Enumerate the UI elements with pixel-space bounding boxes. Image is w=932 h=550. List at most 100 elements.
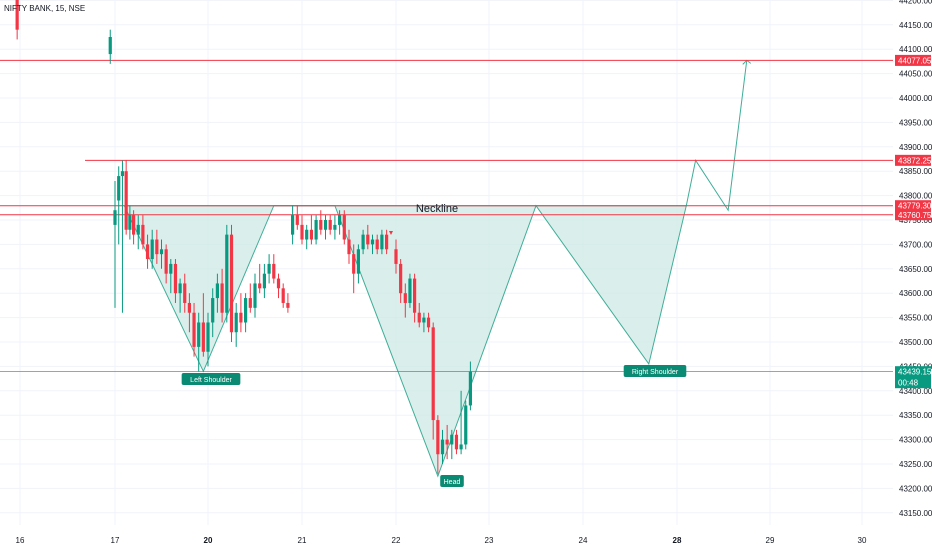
candle: [347, 229, 351, 264]
candle: [145, 234, 150, 269]
head-label[interactable]: Head: [440, 475, 464, 487]
candle: [385, 229, 389, 255]
price-axis[interactable]: 43150.00 43200.00 43250.00 43300.00 43350.00…: [893, 0, 932, 550]
candle-body: [173, 263, 178, 294]
candle-body: [464, 405, 468, 445]
price-tag-4[interactable]: 43439.15 00:48: [895, 366, 932, 389]
price-tag-2[interactable]: 43779.30: [895, 200, 932, 212]
head-label-text: Head: [444, 479, 461, 486]
candle-body: [272, 263, 276, 279]
candle: [155, 229, 159, 264]
candle-body: [370, 239, 375, 245]
right-shoulder-label-bg: [623, 365, 687, 377]
candle: [164, 244, 168, 284]
symbol-title: NIFTY BANK, 15, NSE: [4, 4, 86, 13]
candle: [244, 293, 248, 333]
candle-body: [113, 210, 117, 225]
candle: [159, 239, 164, 269]
candle-body: [197, 322, 201, 347]
y-tick-label: 43150.00: [899, 509, 932, 518]
x-tick-label: 17: [111, 536, 120, 545]
x-tick-label: 21: [298, 536, 307, 545]
candle-body: [215, 283, 219, 299]
candle-body: [445, 439, 449, 445]
candle: [319, 210, 323, 235]
candle: [258, 263, 262, 294]
price-tag-1[interactable]: 43872.25: [895, 154, 932, 166]
candle: [206, 312, 210, 367]
price-tag-bg: [895, 154, 931, 166]
candle-body: [333, 224, 337, 230]
candle: [352, 244, 356, 294]
candle-body: [375, 239, 379, 250]
right-shoulder-label[interactable]: Right Shoulder: [623, 365, 687, 377]
candle: [286, 293, 290, 313]
price-tag-3[interactable]: 43760.75: [895, 209, 932, 221]
x-tick-label: 16: [16, 536, 25, 545]
y-tick-label: 44150.00: [899, 21, 932, 30]
candle: [183, 273, 187, 313]
candle: [225, 224, 229, 323]
x-tick-label: 24: [579, 536, 588, 545]
candle-body: [426, 317, 431, 328]
candle: [370, 234, 375, 255]
candle: [150, 229, 154, 269]
candle-body: [440, 439, 445, 455]
candle: [234, 302, 238, 347]
y-tick-label: 43200.00: [899, 484, 932, 493]
candle-body: [258, 283, 262, 289]
candle-body: [248, 298, 252, 308]
candle-body: [108, 37, 112, 55]
left-shoulder-label[interactable]: Left Shoulder: [181, 373, 241, 385]
candle-body: [201, 322, 205, 352]
y-tick-label: 43350.00: [899, 411, 932, 420]
candle-body: [454, 434, 459, 450]
candle-body: [150, 239, 154, 260]
y-tick-label: 43850.00: [899, 167, 932, 176]
y-tick-label: 43500.00: [899, 338, 932, 347]
candle: [333, 215, 337, 240]
candle: [366, 224, 370, 250]
candle-body: [276, 278, 281, 289]
candle: [229, 224, 234, 342]
candle: [253, 273, 257, 318]
signal-marker: [389, 231, 393, 235]
candle-body: [450, 434, 454, 445]
candle-body: [145, 244, 150, 260]
head-label-bg: [440, 475, 464, 487]
candle: [356, 244, 360, 284]
candle-body: [295, 215, 299, 225]
candle: [440, 429, 445, 464]
candles: [15, 0, 472, 474]
candle: [417, 302, 421, 328]
candle-body: [159, 249, 164, 255]
candle: [408, 273, 412, 308]
candle-body: [169, 263, 173, 274]
price-tag-0[interactable]: 44077.05: [895, 54, 932, 66]
candle: [328, 215, 332, 235]
candle: [262, 263, 266, 299]
candle-body: [380, 234, 384, 250]
candle: [192, 302, 196, 357]
candle: [215, 273, 219, 313]
price-tag-text: 44077.05: [898, 56, 932, 65]
candle-body: [468, 371, 472, 406]
candle-body: [244, 298, 248, 323]
y-tick-label: 44200.00: [899, 0, 932, 5]
candle-body: [403, 293, 407, 303]
candle: [422, 312, 426, 333]
y-tick-label: 43250.00: [899, 460, 932, 469]
candle: [300, 215, 304, 245]
candle-body: [399, 263, 403, 294]
candle-body: [394, 249, 398, 264]
candle: [338, 210, 342, 235]
candle: [291, 205, 295, 245]
candle-body: [267, 263, 271, 274]
x-tick-label: 22: [392, 536, 401, 545]
candle: [445, 424, 449, 460]
y-tick-label: 43400.00: [899, 387, 932, 396]
time-axis[interactable]: 16 17 20 21 22 23 24 28 29 30: [16, 536, 867, 545]
candle-body: [338, 215, 342, 225]
candle: [124, 160, 128, 235]
